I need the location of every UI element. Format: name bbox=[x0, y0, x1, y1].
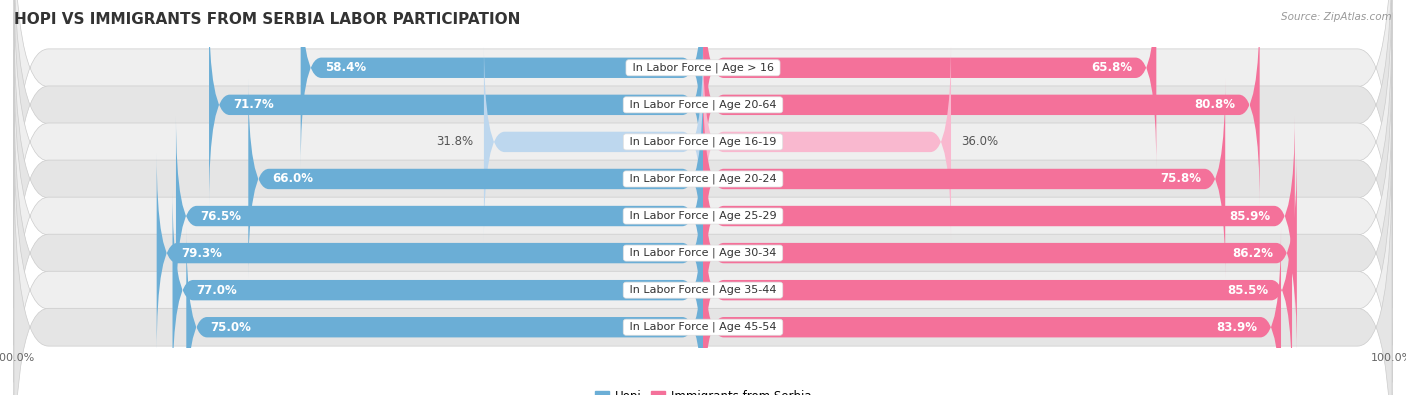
FancyBboxPatch shape bbox=[186, 226, 703, 395]
FancyBboxPatch shape bbox=[176, 115, 703, 317]
Text: 66.0%: 66.0% bbox=[273, 173, 314, 186]
FancyBboxPatch shape bbox=[14, 13, 1392, 345]
Text: 58.4%: 58.4% bbox=[325, 61, 366, 74]
FancyBboxPatch shape bbox=[703, 152, 1296, 354]
Text: 77.0%: 77.0% bbox=[197, 284, 238, 297]
Text: 86.2%: 86.2% bbox=[1232, 246, 1272, 260]
Text: In Labor Force | Age > 16: In Labor Force | Age > 16 bbox=[628, 62, 778, 73]
FancyBboxPatch shape bbox=[14, 0, 1392, 308]
FancyBboxPatch shape bbox=[703, 41, 950, 243]
FancyBboxPatch shape bbox=[14, 124, 1392, 395]
Text: 71.7%: 71.7% bbox=[233, 98, 274, 111]
FancyBboxPatch shape bbox=[156, 152, 703, 354]
Text: In Labor Force | Age 30-34: In Labor Force | Age 30-34 bbox=[626, 248, 780, 258]
Text: In Labor Force | Age 25-29: In Labor Force | Age 25-29 bbox=[626, 211, 780, 221]
FancyBboxPatch shape bbox=[703, 0, 1156, 169]
Text: 76.5%: 76.5% bbox=[200, 209, 240, 222]
FancyBboxPatch shape bbox=[14, 87, 1392, 395]
Text: 75.0%: 75.0% bbox=[211, 321, 252, 334]
FancyBboxPatch shape bbox=[249, 78, 703, 280]
Text: 36.0%: 36.0% bbox=[962, 135, 998, 149]
Text: 83.9%: 83.9% bbox=[1216, 321, 1257, 334]
FancyBboxPatch shape bbox=[703, 226, 1281, 395]
FancyBboxPatch shape bbox=[703, 78, 1225, 280]
Text: 80.8%: 80.8% bbox=[1195, 98, 1236, 111]
Text: In Labor Force | Age 16-19: In Labor Force | Age 16-19 bbox=[626, 137, 780, 147]
FancyBboxPatch shape bbox=[173, 189, 703, 391]
FancyBboxPatch shape bbox=[301, 0, 703, 169]
Text: HOPI VS IMMIGRANTS FROM SERBIA LABOR PARTICIPATION: HOPI VS IMMIGRANTS FROM SERBIA LABOR PAR… bbox=[14, 12, 520, 27]
Text: In Labor Force | Age 20-24: In Labor Force | Age 20-24 bbox=[626, 174, 780, 184]
Text: 85.9%: 85.9% bbox=[1230, 209, 1271, 222]
Text: 79.3%: 79.3% bbox=[181, 246, 222, 260]
FancyBboxPatch shape bbox=[14, 161, 1392, 395]
FancyBboxPatch shape bbox=[209, 4, 703, 206]
FancyBboxPatch shape bbox=[14, 50, 1392, 382]
Text: 65.8%: 65.8% bbox=[1091, 61, 1132, 74]
FancyBboxPatch shape bbox=[703, 115, 1295, 317]
Text: In Labor Force | Age 20-64: In Labor Force | Age 20-64 bbox=[626, 100, 780, 110]
FancyBboxPatch shape bbox=[703, 189, 1292, 391]
Text: Source: ZipAtlas.com: Source: ZipAtlas.com bbox=[1281, 12, 1392, 22]
Text: In Labor Force | Age 45-54: In Labor Force | Age 45-54 bbox=[626, 322, 780, 333]
Text: In Labor Force | Age 35-44: In Labor Force | Age 35-44 bbox=[626, 285, 780, 295]
FancyBboxPatch shape bbox=[14, 0, 1392, 234]
FancyBboxPatch shape bbox=[14, 0, 1392, 271]
Text: 75.8%: 75.8% bbox=[1160, 173, 1201, 186]
FancyBboxPatch shape bbox=[484, 41, 703, 243]
Text: 31.8%: 31.8% bbox=[436, 135, 474, 149]
Text: 85.5%: 85.5% bbox=[1227, 284, 1268, 297]
Legend: Hopi, Immigrants from Serbia: Hopi, Immigrants from Serbia bbox=[589, 385, 817, 395]
FancyBboxPatch shape bbox=[703, 4, 1260, 206]
